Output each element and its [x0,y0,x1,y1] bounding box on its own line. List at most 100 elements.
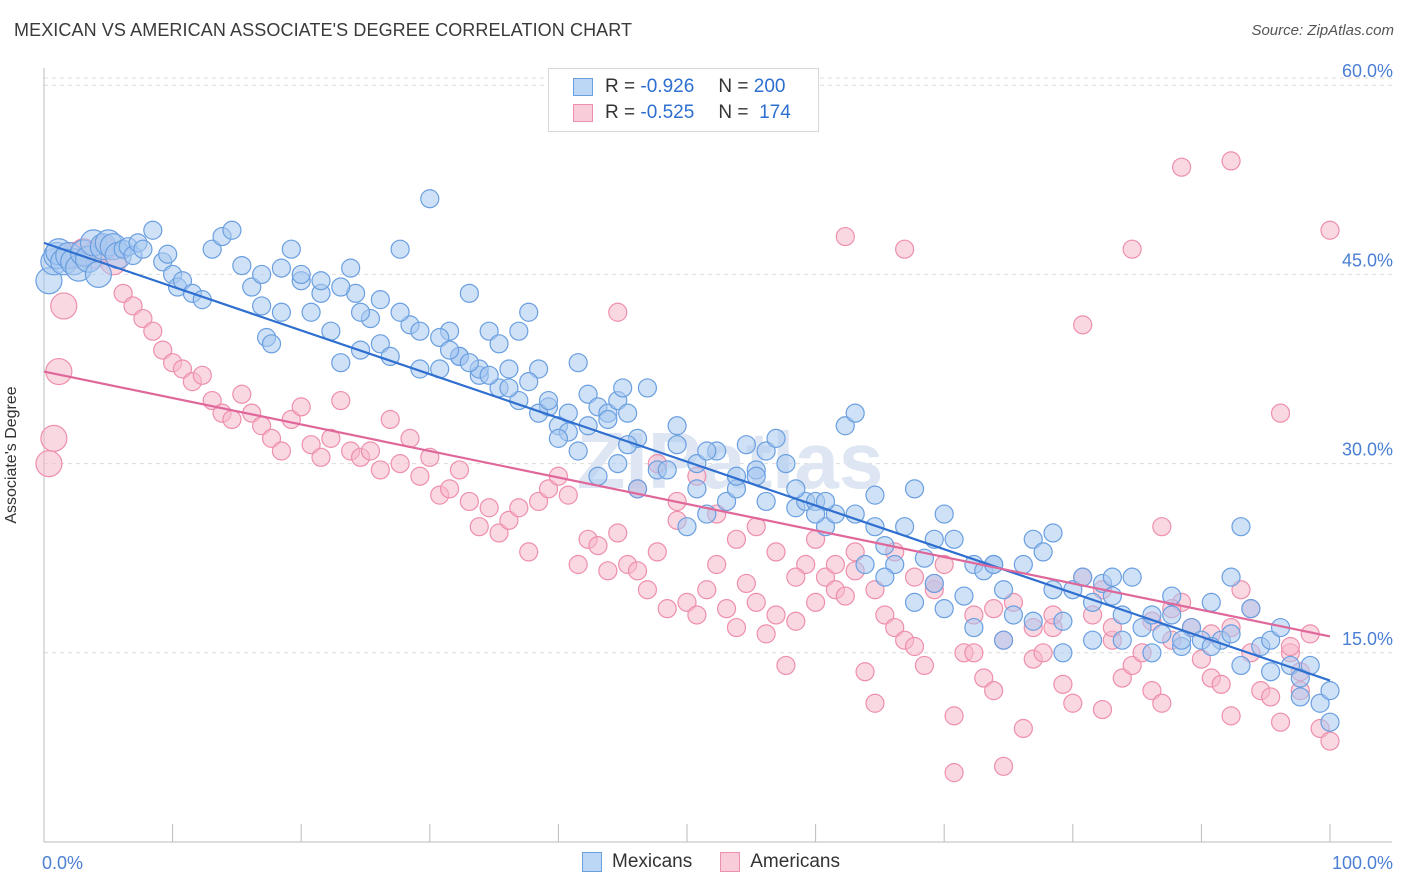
point-americans [509,498,529,518]
legend-n-value-mexicans: 200 [753,76,786,97]
point-americans [875,605,895,625]
point-americans [410,466,430,486]
point-americans [123,296,143,316]
legend-row-mexicans: R = -0.926 N = 200 [573,75,785,99]
point-mexicans [281,239,301,259]
point-americans [153,340,173,360]
point-mexicans [529,359,549,379]
point-mexicans [1023,611,1043,631]
point-americans [677,592,697,612]
point-americans [291,397,311,417]
point-americans [35,450,63,478]
point-mexicans [430,327,450,348]
legend-swatch-mexicans [573,78,593,96]
point-americans [45,357,73,386]
point-mexicans [1231,655,1251,676]
point-americans [370,460,390,480]
point-mexicans [291,264,311,285]
point-mexicans [657,460,677,480]
point-americans [766,605,786,625]
point-americans [776,655,796,676]
point-americans [904,636,925,657]
point-mexicans [271,258,292,278]
point-americans [815,567,836,587]
point-americans [865,693,885,713]
point-mexicans [578,384,598,404]
point-mexicans [390,302,410,322]
legend-row-americans: R = -0.525 N = 174 [573,101,791,125]
point-americans [914,655,935,676]
point-americans [786,611,806,631]
point-americans [608,302,628,322]
point-mexicans [993,630,1014,650]
point-mexicans [489,334,509,354]
point-mexicans [331,353,351,373]
point-mexicans [519,372,539,392]
x-tick-label-start: 0.0% [42,853,83,873]
point-mexicans [410,321,430,341]
point-mexicans [509,321,529,341]
bottom-legend-americans: Americans [720,851,840,873]
point-americans [232,384,252,404]
point-americans [984,681,1004,701]
point-americans [984,599,1004,619]
point-mexicans [1082,630,1103,650]
point-mexicans [420,189,440,209]
point-americans [1320,731,1340,751]
point-americans [449,460,470,480]
point-americans [657,599,677,619]
point-americans [697,580,717,600]
point-mexicans [1221,624,1241,644]
point-americans [835,226,855,247]
legend-r-value-americans: -0.525 [640,102,695,123]
point-mexicans [613,378,633,398]
point-americans [1122,239,1142,259]
point-americans [192,365,212,385]
point-americans [469,517,489,537]
point-mexicans [667,435,687,455]
point-mexicans [1003,605,1024,625]
point-mexicans [1043,523,1063,543]
point-mexicans [1033,542,1053,562]
point-mexicans [1221,567,1241,587]
point-americans [766,542,786,562]
point-mexicans [568,353,588,373]
point-mexicans [1162,605,1182,625]
point-americans [608,523,628,543]
point-americans [1063,693,1083,713]
x-tick-label-end: 100.0% [1332,853,1393,873]
y-tick-label: 15.0% [1342,629,1393,649]
bottom-legend: Mexicans Americans [582,851,868,873]
point-mexicans [736,435,756,455]
point-americans [687,605,707,625]
point-mexicans [756,491,776,512]
point-mexicans [687,454,707,474]
point-americans [1102,617,1122,638]
point-mexicans [677,517,697,537]
point-americans [1270,403,1291,423]
point-americans [588,535,608,556]
point-mexicans [1201,592,1221,612]
point-mexicans [1310,693,1330,713]
point-mexicans [1280,655,1301,676]
bottom-legend-label-mexicans: Mexicans [612,851,693,872]
point-americans [1112,668,1132,688]
point-americans [439,479,460,499]
point-americans [311,447,331,467]
point-americans [50,292,78,320]
point-mexicans [588,466,608,486]
point-mexicans [1320,681,1340,701]
point-americans [647,542,667,562]
legend-r-label-mexicans: R = [605,76,636,97]
legend-swatch-americans [573,104,593,122]
point-mexicans [410,359,430,379]
point-mexicans [687,479,707,499]
point-americans [360,441,381,461]
point-mexicans [1053,643,1073,663]
point-americans [944,763,964,783]
point-mexicans [158,244,178,264]
point-mexicans [964,617,984,638]
trend-line-americans [43,370,1331,638]
point-americans [974,668,994,688]
point-mexicans [924,573,944,594]
